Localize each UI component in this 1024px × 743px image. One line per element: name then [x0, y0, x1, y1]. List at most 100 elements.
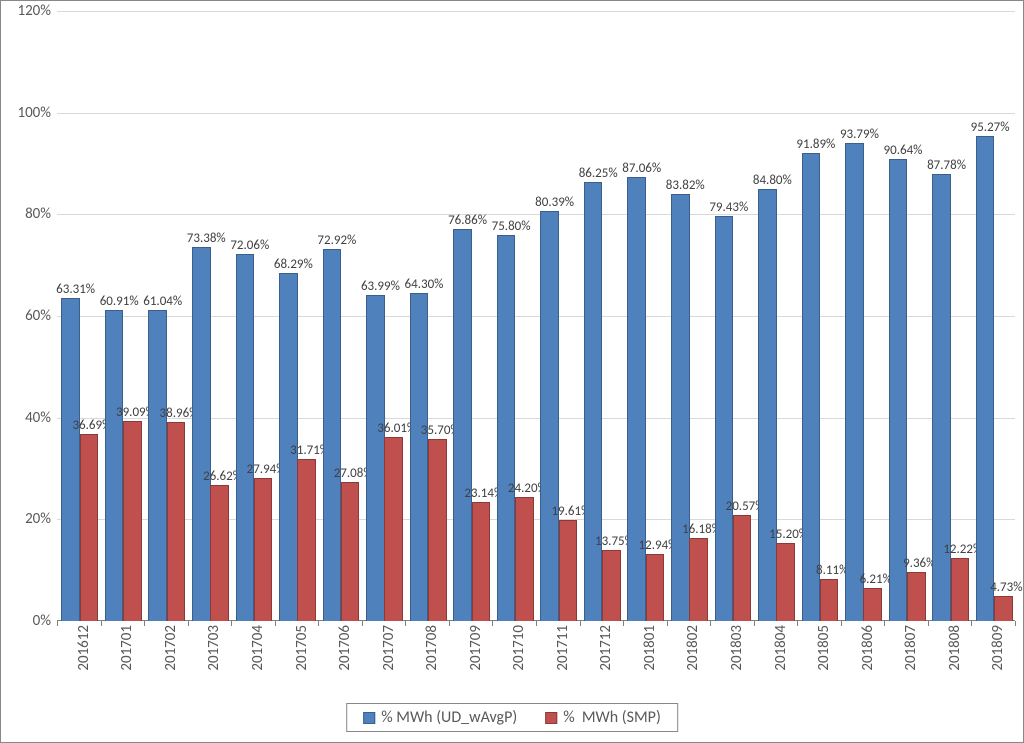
data-label-series1: 93.79%: [840, 127, 879, 142]
x-tick: [231, 621, 232, 626]
bar-series2: [297, 459, 316, 621]
x-tick: [492, 621, 493, 626]
bar-series1: [323, 249, 342, 621]
x-tick-label: 201708: [423, 625, 441, 671]
bar-series1: [889, 159, 908, 621]
y-tick-label: 60%: [25, 307, 51, 325]
bar-series2: [602, 550, 621, 621]
data-label-series1: 72.92%: [317, 233, 356, 248]
x-tick-label: 201701: [118, 625, 136, 671]
x-tick-label: 201803: [728, 625, 746, 671]
bar-series1: [540, 211, 559, 621]
bar-series2: [428, 439, 447, 621]
bar-series2: [123, 421, 142, 621]
bar-series1: [61, 298, 80, 621]
legend: % MWh (UD_wAvgP) % MWh (SMP): [346, 703, 678, 732]
data-label-series1: 60.91%: [100, 294, 139, 309]
x-tick: [623, 621, 624, 626]
x-tick: [754, 621, 755, 626]
x-tick: [710, 621, 711, 626]
bar-series1: [802, 153, 821, 621]
data-label-series1: 72.06%: [230, 238, 269, 253]
gridline: [57, 214, 1015, 215]
bar-series1: [410, 293, 429, 621]
bar-series2: [384, 437, 403, 621]
bar-series2: [559, 520, 578, 621]
bar-series1: [497, 235, 516, 621]
bar-series1: [105, 310, 124, 621]
x-tick: [449, 621, 450, 626]
bar-series1: [976, 136, 995, 621]
y-tick-label: 40%: [25, 409, 51, 427]
bar-series1: [758, 189, 777, 621]
x-tick: [580, 621, 581, 626]
x-tick-label: 201709: [467, 625, 485, 671]
x-tick-label: 201702: [162, 625, 180, 671]
bar-series1: [236, 254, 255, 621]
bar-series2: [820, 579, 839, 621]
y-tick-label: 0%: [33, 612, 51, 630]
x-tick-label: 201704: [249, 625, 267, 671]
x-tick-label: 201705: [293, 625, 311, 671]
bar-series2: [341, 482, 360, 621]
data-label-series1: 86.25%: [579, 166, 618, 181]
data-label-series1: 63.31%: [56, 282, 95, 297]
data-label-series2: 8.11%: [816, 563, 848, 578]
x-tick-label: 201804: [772, 625, 790, 671]
bar-series1: [671, 194, 690, 621]
x-tick-label: 201807: [902, 625, 920, 671]
bar-series1: [627, 177, 646, 621]
bar-series2: [167, 422, 186, 621]
data-label-series1: 95.27%: [971, 120, 1010, 135]
x-tick: [841, 621, 842, 626]
bar-series2: [254, 478, 273, 621]
bar-series1: [584, 182, 603, 621]
data-label-series1: 91.89%: [796, 137, 835, 152]
legend-swatch-series2: [545, 712, 557, 724]
y-tick-label: 100%: [17, 104, 51, 122]
bar-series2: [80, 434, 99, 622]
bar-series2: [776, 543, 795, 621]
bar-series2: [515, 497, 534, 621]
bar-series2: [951, 558, 970, 621]
data-label-series1: 83.82%: [666, 178, 705, 193]
bar-series2: [994, 596, 1013, 621]
x-tick-label: 201805: [815, 625, 833, 671]
x-tick-label: 201710: [510, 625, 528, 671]
x-tick: [144, 621, 145, 626]
x-tick-label: 201802: [684, 625, 702, 671]
bar-series1: [845, 143, 864, 621]
legend-label-series1: % MWh (UD_wAvgP): [381, 708, 517, 727]
x-tick: [188, 621, 189, 626]
data-label-series1: 84.80%: [753, 173, 792, 188]
bar-series1: [366, 295, 385, 621]
x-tick: [318, 621, 319, 626]
x-tick-label: 201809: [989, 625, 1007, 671]
x-tick: [797, 621, 798, 626]
data-label-series1: 75.80%: [492, 219, 531, 234]
x-tick-label: 201711: [554, 625, 572, 671]
x-tick: [275, 621, 276, 626]
data-label-series1: 73.38%: [187, 231, 226, 246]
data-label-series2: 6.21%: [860, 572, 892, 587]
x-tick-label: 201808: [946, 625, 964, 671]
data-label-series1: 64.30%: [405, 277, 444, 292]
x-tick: [971, 621, 972, 626]
bar-series1: [148, 310, 167, 621]
x-tick: [884, 621, 885, 626]
bar-series2: [863, 588, 882, 621]
x-tick-label: 201801: [641, 625, 659, 671]
chart-container: 0%20%40%60%80%100%120%20161263.31%36.69%…: [0, 0, 1024, 743]
x-tick-label: 201712: [597, 625, 615, 671]
x-tick: [667, 621, 668, 626]
gridline: [57, 113, 1015, 114]
x-tick: [405, 621, 406, 626]
data-label-series2: 4.73%: [990, 580, 1022, 595]
legend-item-series2: % MWh (SMP): [545, 708, 661, 727]
bar-series2: [210, 485, 229, 621]
data-label-series1: 63.99%: [361, 279, 400, 294]
data-label-series1: 87.06%: [622, 161, 661, 176]
bar-series1: [192, 247, 211, 621]
data-label-series1: 90.64%: [884, 143, 923, 158]
x-tick: [57, 621, 58, 626]
